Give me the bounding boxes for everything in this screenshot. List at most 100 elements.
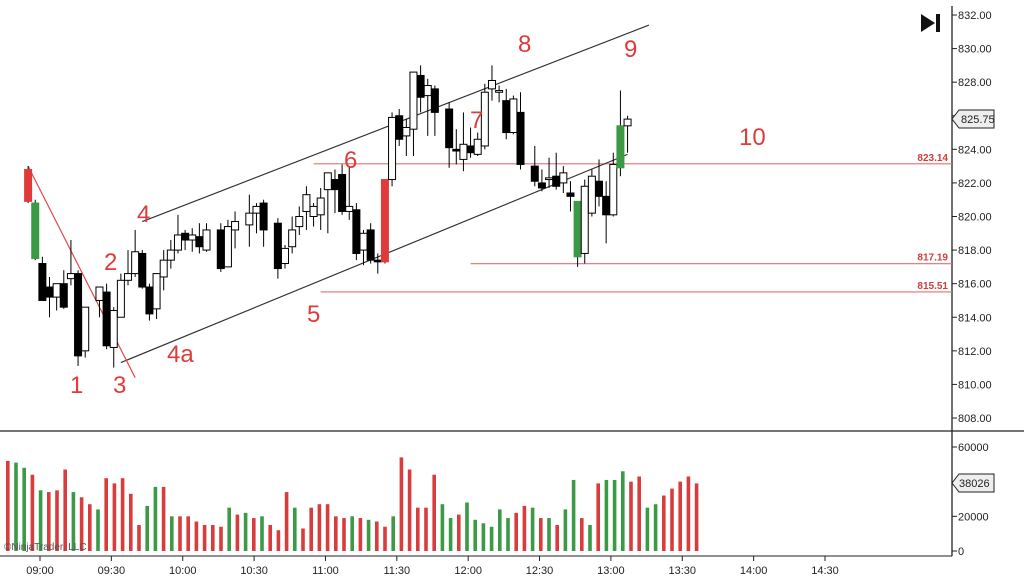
candle-body [302,194,311,212]
volume-bar [670,488,674,551]
volume-bar [448,518,453,551]
candle-body [81,306,90,352]
candle [38,256,47,301]
wave-label: 1 [70,372,83,399]
candle-body [59,283,68,308]
volume-bar [489,526,494,551]
volume-bar [120,478,125,551]
candle [587,169,596,217]
candle-body [395,115,404,140]
last-price-badge [951,109,995,129]
candle [430,85,439,136]
volume-bar [145,505,149,551]
candle-body [352,209,361,254]
volume-bar [227,507,231,551]
candle-body [45,286,54,298]
volume-bar [325,504,330,551]
x-tick-label: 12:30 [526,565,554,577]
wave-label: 10 [739,124,766,151]
x-tick-label: 09:00 [26,565,54,577]
candle-body [473,138,482,155]
candle [338,164,347,215]
volume-bar [219,526,223,551]
wave-label: 9 [624,36,637,63]
scroll-to-end-icon[interactable] [921,14,940,32]
candle-body [445,108,454,149]
candle [595,159,604,207]
volume-bar [104,478,108,551]
candle [409,71,418,157]
last-volume-label: 38026 [959,478,990,490]
y-tick-label: 820.00 [958,212,992,224]
candle [152,273,161,319]
candle-body [609,163,618,216]
candle-body [388,116,397,181]
x-tick-label: 14:00 [740,565,768,577]
candle [380,179,389,264]
volume-bar [358,518,363,551]
candle-body [573,200,582,258]
candle [623,115,632,153]
candle-body [373,259,382,263]
volume-bar [375,521,379,551]
volume-bar [301,528,305,551]
y-tick-label: 812.00 [958,346,992,358]
candle-body [309,205,318,218]
candle-body [288,229,297,248]
candle [473,132,482,157]
candle-body [502,100,511,134]
volume-bar [653,504,658,551]
volume-bar [473,519,477,551]
candle [609,152,618,217]
candle-body [516,111,525,165]
candle [388,112,397,187]
volume-bar [342,518,346,551]
candle-body [231,221,240,231]
volume-bar [539,518,543,551]
candle [245,194,254,247]
candle-body [95,286,104,301]
candle-body [131,251,140,275]
y-tick-label: 830.00 [958,44,992,56]
wave-label: 6 [344,147,357,174]
candle-body [430,88,439,113]
volume-bar [440,504,445,551]
volume-bar [662,495,666,551]
candle-body [109,310,118,348]
volume-bar [211,525,215,551]
candle-body [595,180,604,197]
volume-bar [14,462,18,551]
candle-body [345,205,354,212]
last-price-label: 825.75 [961,114,995,126]
volume-bar [202,525,207,551]
volume-bar [112,483,117,551]
x-tick-label: 12:00 [454,565,482,577]
volume-bar [252,518,256,551]
volume-bar [79,497,84,551]
volume-bar [383,526,387,551]
candle-body [537,182,546,189]
y-tick-label: 824.00 [958,144,992,156]
level-label: 823.14 [917,153,948,164]
candle-body [602,195,611,216]
candle-body [195,236,204,248]
volume-bar [563,509,568,551]
candle-body [124,273,133,281]
candle-body [216,229,225,270]
volume-tick-label: 0 [958,546,964,558]
candle [173,214,182,254]
x-tick-label: 13:00 [597,565,625,577]
x-tick-label: 10:00 [169,565,197,577]
candle-body [623,118,632,127]
x-tick-label: 10:30 [240,565,268,577]
x-tick-label: 14:30 [811,565,839,577]
candle [509,95,518,135]
candle [31,199,40,261]
volume-bar [407,469,412,551]
candle-body [580,185,589,254]
candle-body [24,168,33,202]
last-volume-badge [951,473,995,493]
volume-bar [629,481,633,551]
candle [302,186,311,230]
